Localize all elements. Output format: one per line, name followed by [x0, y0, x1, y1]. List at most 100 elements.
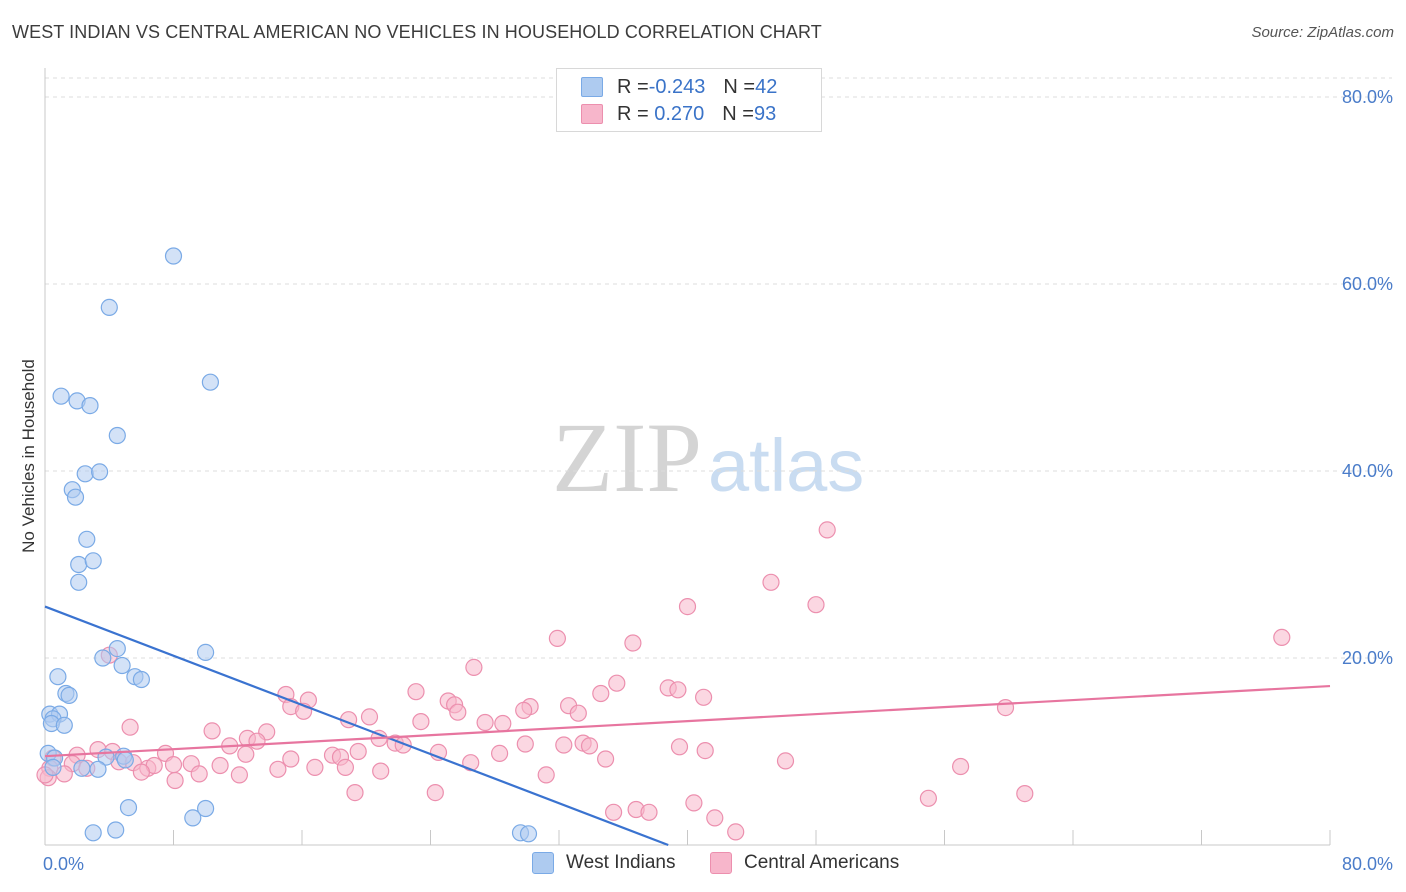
west-indians-point: [84, 824, 102, 842]
central-americans-point: [592, 684, 610, 703]
west-indians-trend-line: [44, 605, 669, 847]
central-americans-point: [678, 597, 697, 616]
west-indians-point: [107, 821, 125, 839]
central-americans-point: [670, 738, 689, 756]
west-indians-point: [70, 555, 88, 574]
west-indians-point: [84, 552, 102, 570]
west-indians-point: [116, 751, 134, 769]
central-americans-point: [515, 701, 533, 720]
central-americans-point: [569, 704, 587, 722]
legend-swatch-pink: [581, 104, 603, 124]
central-americans-point: [548, 629, 567, 648]
west-indians-point: [100, 298, 118, 316]
central-americans-point: [706, 809, 724, 827]
central-americans-point: [336, 758, 354, 777]
west-indians-point: [197, 643, 215, 662]
central-americans-point: [807, 596, 825, 614]
x-tick-label: 80.0%: [1342, 854, 1393, 874]
central-americans-point: [1273, 628, 1291, 647]
legend-label: West Indians: [566, 852, 676, 873]
central-americans-point: [426, 783, 444, 802]
central-americans-point: [762, 573, 780, 591]
west-indians-point: [119, 798, 138, 817]
central-americans-point: [203, 722, 221, 740]
legend-swatch-blue: [581, 77, 603, 97]
west-indians-point: [132, 670, 150, 689]
central-americans-point: [372, 762, 390, 780]
central-americans-point: [190, 765, 208, 783]
legend-swatch-pink: [710, 852, 732, 874]
central-americans-point: [164, 755, 183, 774]
legend-r-value: 0.270: [648, 102, 705, 125]
central-americans-point: [555, 736, 573, 754]
west-indians-point: [49, 668, 67, 686]
central-americans-point: [685, 794, 703, 812]
legend-item-central-americans[interactable]: Central Americans: [710, 852, 899, 874]
central-americans-point: [269, 760, 287, 778]
central-americans-point: [919, 789, 938, 807]
legend-n-label: N =: [722, 102, 754, 125]
west-indians-point: [60, 686, 78, 705]
west-indians-point: [164, 247, 183, 265]
west-indians-point: [76, 465, 94, 483]
grid-lines: [45, 77, 1392, 659]
central-americans-point: [465, 658, 483, 677]
correlation-legend: R = -0.243 N = 42 R = 0.270 N = 93: [556, 68, 822, 132]
y-axis-label: No Vehicles in Household: [19, 359, 38, 553]
central-americans-point: [694, 688, 713, 706]
legend-r-value: -0.243: [648, 75, 706, 98]
west-indians-point: [113, 656, 131, 675]
legend-n-value: 42: [755, 75, 778, 98]
legend-n-label: N =: [723, 75, 756, 98]
central-americans-point: [211, 756, 229, 775]
west-indians-point: [201, 373, 219, 391]
legend-row-central-americans: R = 0.270 N = 93: [581, 102, 776, 126]
legend-label: Central Americans: [744, 852, 900, 873]
central-americans-point: [346, 783, 364, 802]
chart-title: WEST INDIAN VS CENTRAL AMERICAN NO VEHIC…: [12, 22, 822, 42]
central-americans-point: [306, 758, 324, 777]
legend-n-value: 93: [753, 102, 777, 125]
west-indians-point: [70, 573, 88, 591]
central-americans-point: [608, 674, 626, 692]
trend-lines: [44, 605, 1331, 847]
central-americans-point: [360, 708, 379, 726]
west-indians-point: [108, 639, 126, 658]
y-tick-label: 40.0%: [1342, 461, 1393, 481]
central-americans-point: [476, 713, 494, 732]
legend-swatch-blue: [532, 852, 554, 874]
central-americans-point: [462, 754, 480, 772]
central-americans-point: [696, 741, 714, 760]
central-americans-trend-line: [44, 684, 1331, 758]
central-americans-point: [449, 703, 467, 721]
west-indians-point: [52, 387, 70, 405]
central-americans-point: [494, 714, 512, 733]
central-americans-point: [596, 750, 615, 768]
source-credit: Source: ZipAtlas.com: [1251, 24, 1394, 41]
west-indians-point: [184, 809, 202, 827]
central-americans-point: [491, 744, 509, 763]
legend-item-west-indians[interactable]: West Indians: [532, 852, 675, 874]
west-indians-point: [519, 825, 538, 843]
central-americans-point: [407, 683, 425, 701]
central-americans-point: [727, 823, 745, 841]
west-indians-point: [89, 760, 107, 778]
central-americans-point: [237, 745, 255, 763]
central-americans-point: [166, 771, 184, 790]
x-tick-label: 0.0%: [43, 854, 84, 874]
central-americans-point: [121, 718, 139, 736]
west-indians-point: [94, 649, 112, 667]
y-tick-label: 20.0%: [1342, 648, 1393, 668]
west-indians-point: [55, 716, 73, 734]
central-americans-points: [36, 521, 1291, 841]
central-americans-point: [537, 766, 555, 784]
west-indians-point: [197, 799, 215, 818]
central-americans-point: [669, 681, 687, 699]
y-tick-label: 60.0%: [1342, 274, 1393, 294]
central-americans-point: [624, 634, 642, 652]
central-americans-point: [604, 803, 623, 821]
tick-labels: 20.0% 40.0% 60.0% 80.0% 0.0% 80.0%: [43, 87, 1393, 874]
west-indians-point: [81, 397, 99, 415]
central-americans-point: [349, 742, 367, 761]
